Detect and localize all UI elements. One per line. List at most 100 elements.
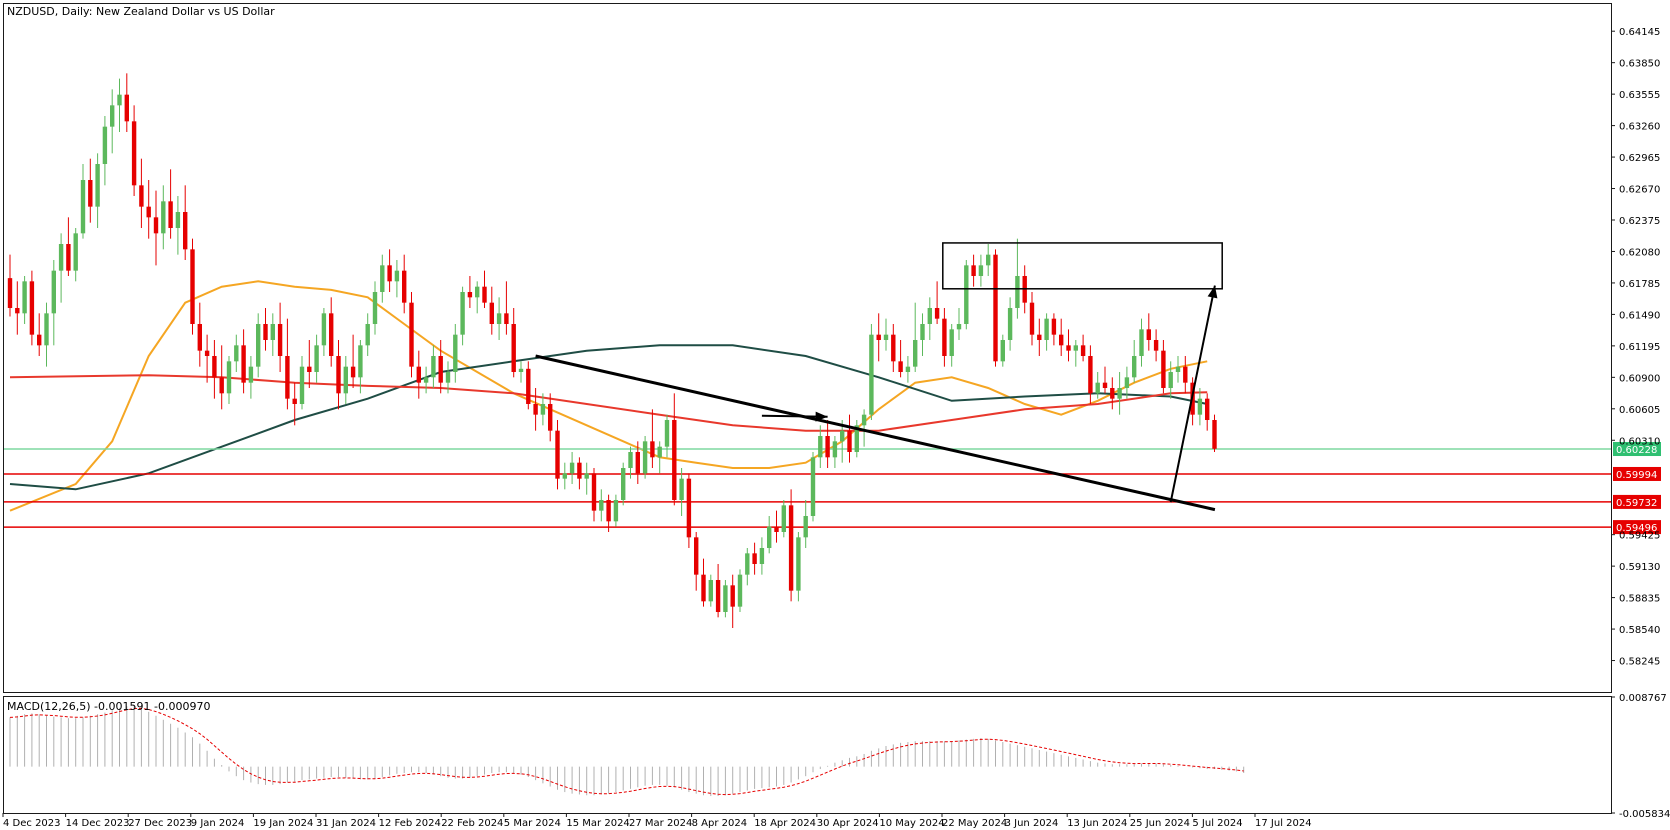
candle <box>540 393 546 426</box>
candle <box>80 164 86 239</box>
drawings-layer <box>535 242 1223 512</box>
candle-body <box>934 308 940 319</box>
candle <box>818 425 823 468</box>
candle-body <box>438 356 443 383</box>
candle-body <box>964 265 969 324</box>
candle-body <box>1146 329 1151 340</box>
candle-body <box>117 94 122 106</box>
candle <box>810 452 816 522</box>
candle-body <box>467 292 473 298</box>
candle <box>788 489 794 602</box>
candle-body <box>1059 334 1064 346</box>
price-tick-label: 0.58245 <box>1619 657 1660 668</box>
candle-body <box>1102 382 1108 388</box>
candle-body <box>358 345 363 378</box>
candle-body <box>329 313 334 356</box>
candle <box>621 462 626 506</box>
candle-body <box>883 334 889 340</box>
price-tick-label: 0.62965 <box>1619 153 1660 164</box>
time-tick-label: 13 Jun 2024 <box>1067 818 1127 829</box>
candle-body <box>66 244 71 271</box>
arrow-right-head <box>815 411 828 422</box>
candle-body <box>307 366 312 372</box>
candle <box>117 78 122 132</box>
time-tick-label: 22 May 2024 <box>942 818 1007 829</box>
candle-body <box>971 265 976 276</box>
candle <box>1037 318 1042 356</box>
candle <box>204 334 210 383</box>
candle <box>956 308 962 340</box>
price-tick-label: 0.60900 <box>1619 373 1660 384</box>
candle-body <box>635 452 640 474</box>
candle <box>336 340 341 410</box>
candle <box>1124 366 1130 399</box>
price-level-label: 0.59732 <box>1616 498 1657 509</box>
candle <box>730 574 735 628</box>
time-tick-label: 19 Jan 2024 <box>253 818 313 829</box>
candle <box>285 318 290 410</box>
candle <box>299 356 305 410</box>
candle-body <box>730 585 735 607</box>
candle-body <box>956 324 962 330</box>
candle-body <box>95 164 100 207</box>
candle-body <box>1168 372 1173 388</box>
price-tick-label: 0.62670 <box>1619 185 1660 196</box>
moving-average-line <box>9 344 1208 491</box>
candle <box>1139 318 1144 367</box>
price-axis: 0.64145 0.63850 0.63555 0.63260 0.62965 0.626… <box>1611 27 1660 668</box>
candle-body <box>913 340 918 367</box>
trendline <box>535 354 1216 512</box>
candle-body <box>708 580 713 602</box>
candle-body <box>37 334 42 346</box>
candle-body <box>445 372 451 383</box>
candle <box>942 308 947 367</box>
candle <box>628 446 633 479</box>
candle-body <box>905 366 911 372</box>
candle <box>234 334 239 372</box>
candle <box>445 361 451 394</box>
candle-body <box>796 537 801 591</box>
price-tick-label: 0.61785 <box>1619 279 1660 290</box>
candle <box>1153 329 1159 362</box>
candle-body <box>88 180 93 207</box>
time-tick-label: 18 Apr 2024 <box>754 818 816 829</box>
candle-body <box>460 292 465 335</box>
candle <box>511 308 516 378</box>
price-tick-label: 0.60310 <box>1619 436 1660 447</box>
candle <box>548 393 553 442</box>
candle-body <box>431 356 436 378</box>
candle-body <box>183 212 188 250</box>
candle-body <box>161 201 166 234</box>
candle-body <box>752 553 757 564</box>
candle-body <box>672 420 677 500</box>
candle <box>891 324 896 372</box>
candle-body <box>533 404 538 415</box>
candle <box>861 409 867 447</box>
time-tick-label: 27 Dec 2023 <box>128 818 192 829</box>
candle <box>358 340 363 394</box>
candle-body <box>80 180 86 234</box>
candle-body <box>686 478 692 538</box>
candle-body <box>1124 377 1130 388</box>
candle <box>606 494 611 532</box>
candle-body <box>175 212 181 228</box>
candle <box>562 462 567 490</box>
time-tick-label: 8 Apr 2024 <box>692 818 747 829</box>
candle <box>518 361 524 383</box>
candle <box>708 574 713 607</box>
candle-body <box>299 366 305 404</box>
candle <box>168 169 173 239</box>
time-tick-label: 30 Apr 2024 <box>817 818 879 829</box>
candle-body <box>51 270 56 314</box>
candle-body <box>22 281 27 314</box>
candle-body <box>292 398 297 404</box>
price-level-label: 0.60228 <box>1616 445 1657 456</box>
candle-body <box>197 324 202 351</box>
candle-body <box>1183 366 1188 383</box>
candle <box>978 254 984 287</box>
price-level-label: 0.59496 <box>1616 523 1657 534</box>
candle-body <box>810 457 816 516</box>
candle-body <box>1139 329 1144 356</box>
